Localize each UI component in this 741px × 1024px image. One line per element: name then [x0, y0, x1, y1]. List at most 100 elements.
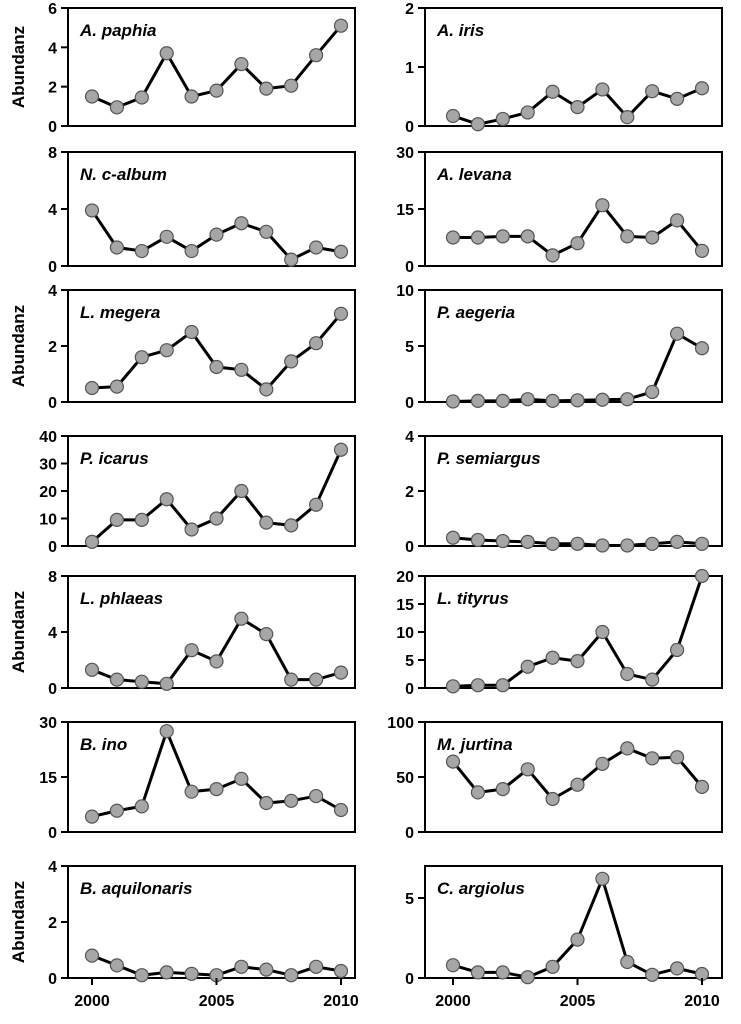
y-tick-label: 2 — [48, 915, 57, 932]
y-tick-label: 4 — [48, 625, 57, 642]
data-point — [209, 227, 224, 242]
data-point — [84, 380, 100, 396]
data-point — [259, 962, 274, 977]
data-point — [134, 243, 149, 259]
data-point — [645, 84, 660, 99]
data-point — [470, 678, 485, 693]
y-tick-label: 0 — [48, 971, 57, 988]
y-tick-label: 5 — [405, 891, 414, 908]
panel-l-megera: 0 2 4 Abundanz L. megera — [9, 283, 356, 412]
data-point — [445, 230, 461, 245]
data-point — [309, 672, 324, 687]
data-point — [470, 393, 485, 408]
series-line — [91, 312, 343, 391]
y-tick-label: 10 — [39, 512, 57, 529]
data-point — [159, 46, 174, 61]
panel-l-phlaeas: 0 4 8 Abundanz L. phlaeas — [9, 569, 356, 698]
data-point — [620, 954, 635, 970]
panel-m-jurtina: 0 50 100 M. jurtina — [387, 715, 723, 842]
y-axis-title: Abundanz — [9, 305, 28, 387]
data-point — [495, 678, 510, 693]
data-point — [694, 341, 710, 356]
panel-p-icarus: 0 10 20 30 40 P. icarus — [39, 429, 356, 556]
panel-a-iris: 0 1 2 A. iris — [405, 1, 723, 136]
data-point — [109, 379, 125, 394]
species-label: C. argiolus — [437, 879, 525, 898]
data-point — [84, 203, 100, 218]
data-point — [645, 536, 660, 551]
data-point — [545, 84, 560, 99]
species-label: A. levana — [436, 165, 512, 184]
y-tick-label: 0 — [405, 681, 414, 698]
data-point — [84, 89, 100, 104]
data-point — [669, 961, 685, 976]
y-tick-label: 2 — [405, 484, 414, 501]
data-point — [595, 82, 610, 97]
species-label: M. jurtina — [437, 735, 513, 754]
data-point — [620, 666, 635, 682]
y-tick-label: 4 — [48, 202, 57, 219]
y-tick-label: 0 — [48, 539, 57, 556]
x-axis: 2000 2005 2010 — [435, 978, 720, 1010]
data-point — [134, 968, 149, 983]
y-axis-title: Abundanz — [9, 591, 28, 673]
species-label: B. ino — [80, 735, 127, 754]
y-tick-label: 0 — [405, 259, 414, 276]
y-tick-label: 10 — [396, 283, 414, 300]
species-label: B. aquilonaris — [80, 879, 192, 898]
y-tick-label: 6 — [48, 1, 57, 18]
data-point — [209, 511, 224, 526]
y-tick-label: 20 — [396, 569, 414, 586]
x-tick-label: 2005 — [560, 993, 596, 1010]
data-point — [495, 533, 510, 549]
data-point — [159, 965, 174, 980]
species-label: P. semiargus — [437, 449, 541, 468]
data-point — [645, 967, 660, 982]
data-point — [259, 81, 274, 96]
data-point — [570, 777, 585, 792]
data-point — [545, 536, 560, 551]
data-point — [620, 392, 635, 407]
data-point — [209, 781, 224, 797]
data-point — [134, 512, 149, 527]
data-point — [570, 932, 585, 947]
species-label: L. phlaeas — [80, 589, 163, 608]
data-point — [570, 654, 585, 669]
data-point — [234, 362, 249, 377]
data-point — [333, 442, 349, 457]
data-point — [445, 530, 461, 545]
y-tick-label: 15 — [396, 202, 414, 219]
data-point — [134, 90, 149, 105]
data-point — [495, 393, 510, 408]
x-tick-label: 2010 — [323, 993, 359, 1010]
data-point — [184, 784, 199, 799]
data-point — [595, 871, 610, 886]
data-point — [545, 393, 560, 408]
data-point — [545, 791, 560, 807]
data-point — [259, 515, 274, 530]
y-tick-label: 0 — [405, 119, 414, 136]
data-point — [159, 492, 174, 507]
data-point — [109, 512, 125, 527]
data-point — [284, 354, 299, 369]
species-label: P. aegeria — [437, 303, 515, 322]
data-point — [84, 662, 100, 677]
series-line — [91, 617, 342, 686]
data-point — [694, 81, 710, 96]
data-point — [645, 672, 660, 687]
y-tick-label: 15 — [39, 770, 57, 787]
data-point — [84, 809, 100, 824]
data-point — [495, 229, 510, 244]
y-tick-label: 15 — [396, 597, 414, 614]
y-tick-label: 4 — [405, 429, 414, 446]
data-point — [309, 240, 324, 255]
panel-frame — [424, 865, 723, 979]
data-point — [184, 243, 199, 259]
x-tick-label: 2000 — [435, 993, 471, 1010]
x-tick-label: 2005 — [199, 993, 235, 1010]
data-point — [520, 534, 535, 549]
species-label: N. c-album — [80, 165, 167, 184]
y-tick-label: 2 — [48, 80, 57, 97]
data-point — [470, 785, 485, 800]
data-point — [309, 788, 324, 804]
